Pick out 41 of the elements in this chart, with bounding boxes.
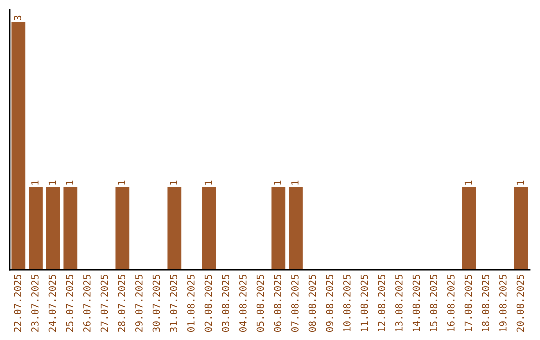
x-tick-label: 07.08.2025 (291, 274, 299, 332)
x-tick-label: 22.07.2025 (14, 274, 22, 332)
x-tick-label: 14.08.2025 (412, 274, 420, 332)
x-tick-label: 24.07.2025 (48, 274, 56, 332)
data-label: 1 (274, 180, 282, 185)
data-label: 1 (516, 180, 524, 185)
x-tick-label: 05.08.2025 (256, 274, 264, 332)
x-tick-label: 10.08.2025 (343, 274, 351, 332)
x-tick-label: 02.08.2025 (204, 274, 212, 332)
data-label: 1 (118, 180, 126, 185)
x-tick-label: 23.07.2025 (31, 274, 39, 332)
x-tick-label: 01.08.2025 (187, 274, 195, 332)
data-label: 1 (292, 180, 299, 185)
x-tick-label: 15.08.2025 (430, 274, 438, 332)
x-tick-label: 27.07.2025 (100, 274, 108, 332)
x-tick-label: 13.08.2025 (395, 274, 403, 332)
x-tick-label: 28.07.2025 (118, 274, 126, 332)
x-tick-label: 08.08.2025 (308, 274, 316, 332)
data-label: 1 (66, 180, 74, 185)
x-tick-label: 03.08.2025 (222, 274, 230, 332)
x-tick-label: 16.08.2025 (447, 274, 455, 332)
data-label: 1 (464, 180, 472, 185)
x-tick-label: 12.08.2025 (378, 274, 386, 332)
data-label: 1 (204, 180, 212, 185)
data-label: 1 (48, 180, 56, 185)
data-label: 3 (14, 16, 22, 20)
x-tick-label: 26.07.2025 (83, 274, 91, 332)
x-tick-label: 18.08.2025 (482, 274, 490, 332)
x-tick-label: 30.07.2025 (152, 274, 160, 332)
x-tick-label: 29.07.2025 (135, 274, 143, 332)
x-tick-label: 04.08.2025 (239, 274, 247, 332)
data-label: 1 (170, 180, 178, 185)
x-tick-label: 09.08.2025 (326, 274, 334, 332)
x-tick-label: 17.08.2025 (464, 274, 472, 332)
x-tick-label: 19.08.2025 (499, 274, 507, 332)
data-label: 1 (32, 180, 39, 185)
x-tick-label: 11.08.2025 (360, 274, 368, 332)
x-tick-label: 06.08.2025 (274, 274, 282, 332)
x-tick-label: 25.07.2025 (66, 274, 74, 332)
x-tick-label: 20.08.2025 (516, 274, 524, 332)
x-tick-label: 31.07.2025 (170, 274, 178, 332)
